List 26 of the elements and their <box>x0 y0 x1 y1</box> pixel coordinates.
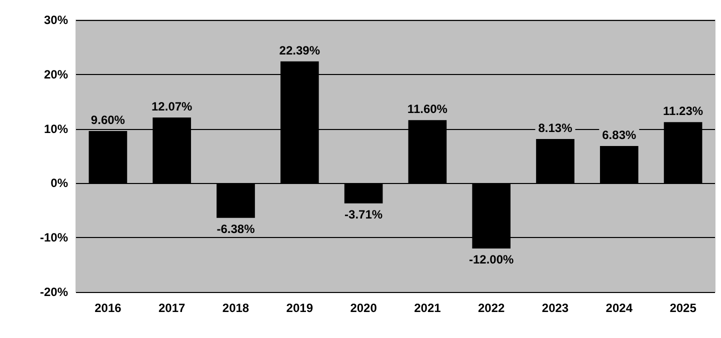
data-label: 6.83% <box>602 128 636 142</box>
x-tick-label: 2024 <box>606 301 633 315</box>
data-label: 8.13% <box>538 120 573 135</box>
x-tick-label: 2017 <box>158 301 186 315</box>
data-label: 11.23% <box>663 104 704 118</box>
y-tick-label: -20% <box>40 285 68 299</box>
y-tick-label: 10% <box>44 122 68 136</box>
y-tick-label: 20% <box>44 67 68 82</box>
x-tick-label: 2020 <box>350 301 378 315</box>
data-label: 12.07% <box>152 100 193 114</box>
data-label: -6.38% <box>216 222 256 236</box>
data-label: 11.60% <box>407 102 448 116</box>
x-tick-label: 2018 <box>222 301 250 315</box>
y-tick-label: -10% <box>40 230 68 245</box>
x-tick-label: 2021 <box>414 301 442 315</box>
y-tick-label: 0% <box>50 176 68 190</box>
data-label: 22.39% <box>279 43 320 58</box>
x-tick-label: 2025 <box>670 301 697 315</box>
data-label: 9.60% <box>90 112 126 127</box>
y-tick-label: 30% <box>44 13 68 27</box>
data-label: -12.00% <box>469 252 514 266</box>
data-label: -3.71% <box>344 207 383 222</box>
x-tick-label: 2023 <box>542 301 569 315</box>
x-tick-label: 2016 <box>94 301 122 315</box>
x-tick-label: 2019 <box>286 301 314 315</box>
x-tick-label: 2022 <box>478 301 506 315</box>
